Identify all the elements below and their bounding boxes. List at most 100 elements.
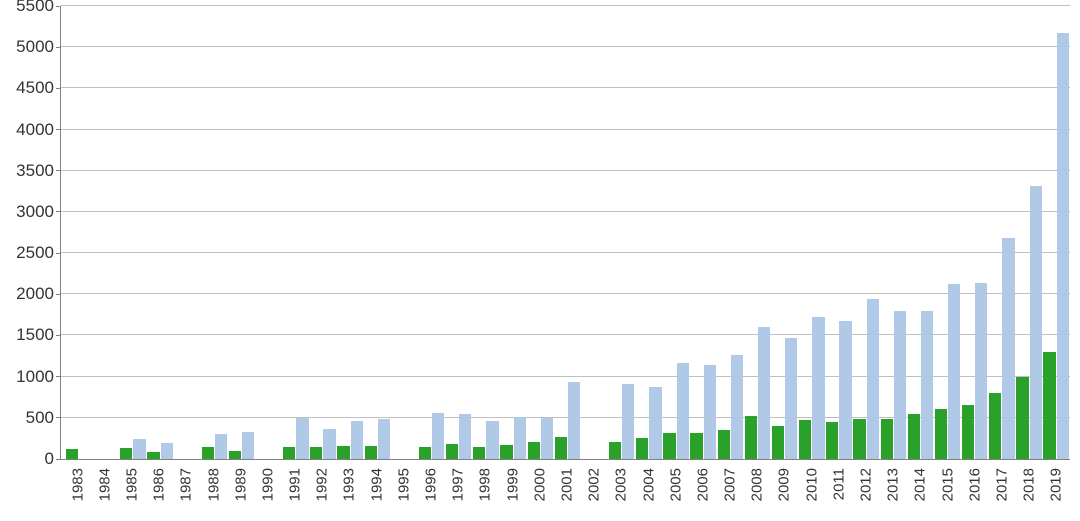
bar-group (608, 6, 635, 459)
bar-group (201, 6, 228, 459)
bar-series-green (636, 438, 648, 459)
bar-series-green (853, 419, 865, 459)
bar-chart: 0500100015002000250030003500400045005000… (0, 0, 1080, 521)
y-tick (56, 47, 61, 48)
bar-group (174, 6, 201, 459)
y-tick (56, 294, 61, 295)
x-axis-label: 2013 (885, 468, 902, 501)
bar-group (445, 6, 472, 459)
x-label-slot: 1991 (282, 464, 309, 514)
x-label-slot: 2016 (961, 464, 988, 514)
bar-group (880, 6, 907, 459)
bar-group (500, 6, 527, 459)
bar-series-blue (323, 429, 335, 459)
x-label-slot: 1986 (146, 464, 173, 514)
y-tick (56, 335, 61, 336)
x-axis-label: 1993 (341, 468, 358, 501)
y-axis-label: 500 (26, 408, 54, 428)
bar-series-blue (514, 417, 526, 459)
bar-group (65, 6, 92, 459)
y-axis-label: 4000 (16, 120, 54, 140)
bar-series-blue (894, 311, 906, 459)
bar-series-green (609, 442, 621, 459)
x-axis-label: 1992 (314, 468, 331, 501)
x-axis-label: 2005 (667, 468, 684, 501)
bar-series-blue (731, 355, 743, 459)
bar-series-green (772, 426, 784, 459)
y-axis: 0500100015002000250030003500400045005000… (0, 0, 60, 460)
bar-series-green (555, 437, 567, 459)
bar-group (662, 6, 689, 459)
x-label-slot: 2004 (635, 464, 662, 514)
bar-series-blue (839, 321, 851, 459)
x-axis-label: 1995 (395, 468, 412, 501)
bar-series-blue (432, 413, 444, 459)
bar-series-blue (704, 365, 716, 459)
x-label-slot: 1990 (254, 464, 281, 514)
bar-group (717, 6, 744, 459)
x-label-slot: 2015 (934, 464, 961, 514)
bar-series-blue (568, 382, 580, 459)
x-label-slot: 2017 (988, 464, 1015, 514)
bar-series-blue (677, 363, 689, 459)
x-label-slot: 2009 (771, 464, 798, 514)
bar-group (771, 6, 798, 459)
x-axis-label: 2016 (966, 468, 983, 501)
bar-series-green (147, 452, 159, 459)
x-axis-label: 1990 (259, 468, 276, 501)
bar-series-blue (486, 421, 498, 459)
bar-group (853, 6, 880, 459)
y-tick (56, 211, 61, 212)
y-tick (56, 253, 61, 254)
x-label-slot: 1983 (64, 464, 91, 514)
bar-series-blue (1030, 186, 1042, 459)
x-label-slot: 2007 (717, 464, 744, 514)
bar-group (92, 6, 119, 459)
bar-series-green (365, 446, 377, 459)
y-axis-label: 5000 (16, 37, 54, 57)
bar-group (825, 6, 852, 459)
x-axis-label: 2003 (613, 468, 630, 501)
x-axis-label: 1989 (232, 468, 249, 501)
bar-group (1015, 6, 1042, 459)
bar-series-blue (161, 443, 173, 459)
bar-group (934, 6, 961, 459)
bar-group (798, 6, 825, 459)
bar-series-green (989, 393, 1001, 459)
bar-series-green (718, 430, 730, 459)
x-axis-label: 2012 (858, 468, 875, 501)
x-axis-label: 2009 (776, 468, 793, 501)
x-label-slot: 2019 (1043, 464, 1070, 514)
y-tick (56, 417, 61, 418)
y-tick (56, 459, 61, 460)
bar-series-green (690, 433, 702, 459)
y-tick (56, 170, 61, 171)
bar-series-blue (215, 434, 227, 459)
bar-series-green (229, 451, 241, 459)
x-axis-label: 2004 (640, 468, 657, 501)
bar-series-green (473, 447, 485, 459)
bar-series-green (528, 442, 540, 459)
bar-series-green (908, 414, 920, 459)
bar-group (961, 6, 988, 459)
x-axis-label: 1991 (287, 468, 304, 501)
x-label-slot: 1992 (309, 464, 336, 514)
bar-series-blue (975, 283, 987, 459)
x-axis-label: 2007 (722, 468, 739, 501)
x-label-slot: 2018 (1016, 464, 1043, 514)
x-label-slot: 2005 (662, 464, 689, 514)
bar-series-blue (622, 384, 634, 459)
bar-group (418, 6, 445, 459)
bar-series-blue (812, 317, 824, 459)
y-axis-label: 3000 (16, 202, 54, 222)
bar-series-green (826, 422, 838, 459)
x-axis-label: 2000 (531, 468, 548, 501)
y-tick (56, 6, 61, 7)
bar-series-blue (378, 419, 390, 459)
bar-group (228, 6, 255, 459)
x-axis-label: 1983 (69, 468, 86, 501)
bar-group (635, 6, 662, 459)
x-label-slot: 2012 (852, 464, 879, 514)
x-axis-label: 1986 (151, 468, 168, 501)
bar-series-green (1043, 352, 1055, 459)
